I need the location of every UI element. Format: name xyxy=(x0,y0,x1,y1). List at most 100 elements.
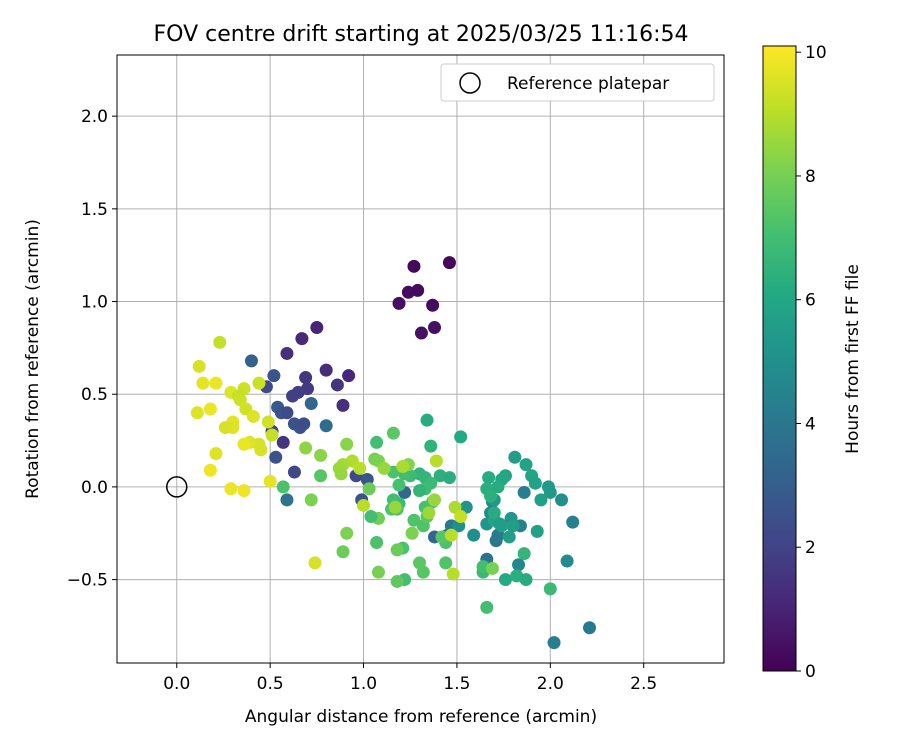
data-point xyxy=(405,526,419,540)
data-point xyxy=(304,493,318,507)
data-point xyxy=(454,510,468,524)
data-point xyxy=(362,482,376,496)
data-point xyxy=(297,417,311,431)
x-tick-label: 0.5 xyxy=(257,674,284,694)
data-point xyxy=(583,621,597,635)
colorbar-tick-label: 8 xyxy=(805,167,816,187)
data-point xyxy=(364,510,378,524)
y-axis-ticks: −0.5 0.0 0.5 1.0 1.5 2.0 xyxy=(67,107,117,591)
data-point xyxy=(330,378,344,392)
data-point xyxy=(426,298,440,312)
data-point xyxy=(203,463,217,477)
reference-marker xyxy=(166,476,188,498)
y-axis-label: Rotation from reference (arcmin) xyxy=(23,219,43,499)
data-point xyxy=(517,485,531,499)
data-point xyxy=(190,406,204,420)
data-point xyxy=(560,554,574,568)
data-point xyxy=(414,326,428,340)
data-point xyxy=(340,526,354,540)
data-point xyxy=(424,439,438,453)
data-point xyxy=(213,335,227,349)
legend-box xyxy=(440,63,715,102)
data-point xyxy=(512,558,526,572)
y-tick-label: 2.0 xyxy=(81,107,108,127)
x-axis-label: Angular distance from reference (arcmin) xyxy=(245,707,597,727)
data-point xyxy=(254,443,268,457)
x-tick-label: 0.0 xyxy=(163,674,190,694)
data-point xyxy=(388,500,402,514)
colorbar-ticks: 0 2 4 6 8 10 xyxy=(796,43,827,682)
data-point xyxy=(342,369,356,383)
data-point xyxy=(407,513,421,527)
data-point xyxy=(314,469,328,483)
data-point xyxy=(428,493,442,507)
x-tick-label: 1.5 xyxy=(443,674,470,694)
colorbar-tick-label: 2 xyxy=(805,538,816,558)
data-point xyxy=(467,528,481,542)
data-point xyxy=(422,506,436,520)
data-point xyxy=(246,409,260,423)
colorbar-label: Hours from first FF file xyxy=(843,264,863,454)
reference-point-icon xyxy=(166,476,188,498)
data-point xyxy=(310,320,324,334)
data-point xyxy=(218,421,232,435)
data-point xyxy=(237,437,251,451)
data-point xyxy=(498,573,512,587)
data-point xyxy=(547,636,561,650)
data-point xyxy=(336,545,350,559)
data-point xyxy=(314,448,328,462)
data-point xyxy=(203,402,217,416)
colorbar: 0 2 4 6 8 10 Hours from first FF file xyxy=(762,43,863,682)
data-point xyxy=(442,256,456,270)
x-axis-ticks: 0.0 0.5 1.0 1.5 2.0 2.5 xyxy=(163,663,657,694)
data-point xyxy=(480,600,494,614)
legend: Reference platepar xyxy=(440,63,715,102)
plot-frame xyxy=(116,54,725,664)
data-point xyxy=(269,450,283,464)
data-point xyxy=(392,478,406,492)
colorbar-tick-label: 4 xyxy=(805,414,816,434)
data-point xyxy=(263,474,277,488)
data-point xyxy=(485,561,499,575)
data-points xyxy=(190,256,597,650)
data-point xyxy=(280,346,294,360)
data-point xyxy=(371,565,385,579)
colorbar-tick-label: 0 xyxy=(805,662,816,682)
data-point xyxy=(519,573,533,587)
data-point xyxy=(555,493,569,507)
data-point xyxy=(446,567,460,581)
data-point xyxy=(517,547,531,561)
data-point xyxy=(420,413,434,427)
data-point xyxy=(489,534,503,548)
data-point xyxy=(299,371,313,385)
data-point xyxy=(357,498,371,512)
data-point xyxy=(295,332,309,346)
data-point xyxy=(299,441,313,455)
y-tick-label: 0.5 xyxy=(81,385,108,405)
data-point xyxy=(439,556,453,570)
data-point xyxy=(392,296,406,310)
data-point xyxy=(428,320,442,334)
data-point xyxy=(334,467,348,481)
data-point xyxy=(353,461,367,475)
data-point xyxy=(528,476,542,490)
data-point xyxy=(530,524,544,538)
data-point xyxy=(482,471,496,485)
x-tick-label: 1.0 xyxy=(350,674,377,694)
data-point xyxy=(224,482,238,496)
data-point xyxy=(386,426,400,440)
data-point xyxy=(340,437,354,451)
data-point xyxy=(444,528,458,542)
data-point xyxy=(390,543,404,557)
colorbar-tick-label: 6 xyxy=(805,291,816,311)
data-point xyxy=(267,369,281,383)
data-point xyxy=(319,363,333,377)
data-point xyxy=(209,376,223,390)
data-point xyxy=(534,493,548,507)
data-point xyxy=(377,461,391,475)
data-point xyxy=(280,406,294,420)
data-point xyxy=(276,480,290,494)
data-point xyxy=(493,517,507,531)
data-point xyxy=(308,556,322,570)
colorbar-tick-label: 10 xyxy=(805,43,827,63)
